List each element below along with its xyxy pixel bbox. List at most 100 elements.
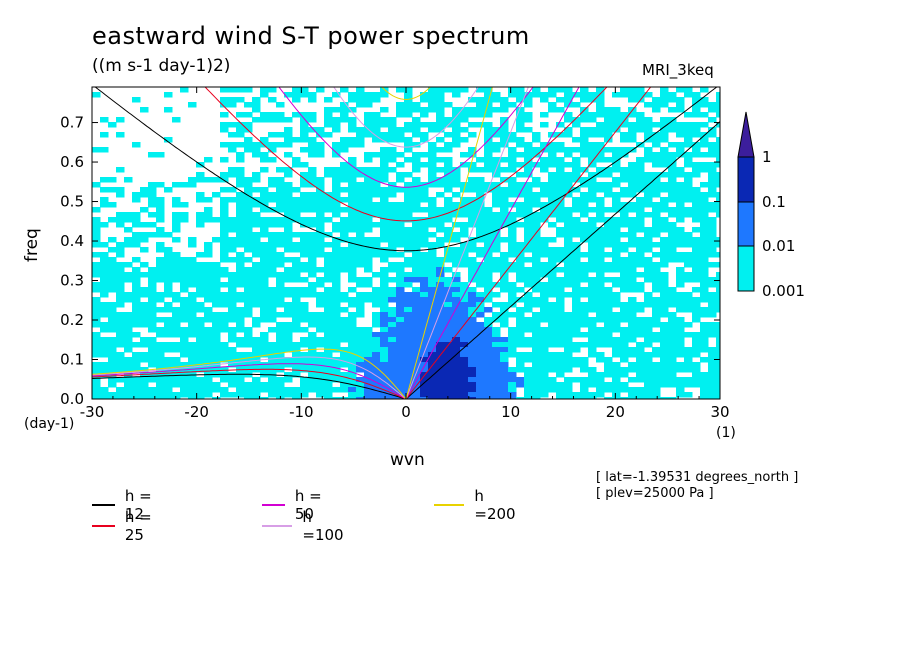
- heatmap-cell: [204, 282, 213, 288]
- heatmap-cell: [460, 367, 469, 373]
- heatmap-cell: [708, 327, 717, 333]
- heatmap-cell: [404, 247, 413, 253]
- heatmap-cell: [308, 272, 317, 278]
- heatmap-cell: [420, 387, 429, 393]
- heatmap-cell: [436, 397, 445, 399]
- heatmap-cell: [484, 322, 493, 328]
- heatmap-cell: [508, 337, 517, 343]
- heatmap-cell: [372, 382, 381, 388]
- heatmap-cell: [340, 137, 349, 143]
- heatmap-cell: [572, 167, 581, 173]
- heatmap-cell: [588, 92, 597, 98]
- heatmap-cell: [292, 392, 301, 398]
- heatmap-cell: [660, 132, 669, 138]
- heatmap-cell: [500, 177, 509, 183]
- heatmap-cell: [524, 227, 533, 233]
- heatmap-cell: [116, 222, 125, 228]
- heatmap-cell: [108, 282, 117, 288]
- heatmap-cell: [92, 387, 101, 393]
- heatmap-cell: [124, 242, 133, 248]
- heatmap-cell: [412, 202, 421, 208]
- colorbar-label: 0.001: [762, 282, 805, 300]
- heatmap-cell: [708, 307, 717, 313]
- heatmap-cell: [660, 122, 669, 128]
- heatmap-cell: [324, 317, 333, 323]
- heatmap-cell: [132, 297, 141, 303]
- heatmap-cell: [436, 347, 445, 353]
- y-tick-label: 0.6: [60, 153, 84, 171]
- heatmap-cell: [564, 102, 573, 108]
- heatmap-cell: [324, 132, 333, 138]
- heatmap-cell: [324, 117, 333, 123]
- heatmap-cell: [388, 377, 397, 383]
- heatmap-cell: [580, 152, 589, 158]
- heatmap-cell: [268, 197, 277, 203]
- heatmap-cell: [364, 277, 373, 283]
- heatmap-cell: [652, 207, 661, 213]
- heatmap-cell: [564, 387, 573, 393]
- heatmap-cell: [548, 342, 557, 348]
- heatmap-cell: [252, 287, 261, 293]
- heatmap-cell: [468, 242, 477, 248]
- heatmap-cell: [588, 182, 597, 188]
- heatmap-cell: [308, 237, 317, 243]
- heatmap-cell: [476, 197, 485, 203]
- heatmap-cell: [596, 127, 605, 133]
- heatmap-cell: [308, 287, 317, 293]
- heatmap-cell: [652, 262, 661, 268]
- heatmap-cell: [172, 367, 181, 373]
- heatmap-cell: [172, 372, 181, 378]
- heatmap-cell: [636, 392, 645, 398]
- heatmap-cell: [252, 297, 261, 303]
- heatmap-cell: [276, 352, 285, 358]
- heatmap-cell: [596, 182, 605, 188]
- heatmap-cell: [308, 202, 317, 208]
- heatmap-cell: [140, 392, 149, 398]
- heatmap-cell: [692, 272, 701, 278]
- heatmap-cell: [460, 352, 469, 358]
- heatmap-cell: [596, 92, 605, 98]
- heatmap-cell: [428, 152, 437, 158]
- heatmap-cell: [124, 237, 133, 243]
- heatmap-cell: [684, 297, 693, 303]
- heatmap-cell: [476, 332, 485, 338]
- heatmap-cell: [252, 282, 261, 288]
- heatmap-cell: [188, 342, 197, 348]
- heatmap-cell: [548, 332, 557, 338]
- heatmap-cell: [476, 342, 485, 348]
- heatmap-cell: [620, 302, 629, 308]
- heatmap-cell: [668, 347, 677, 353]
- heatmap-cell: [492, 342, 501, 348]
- heatmap-cell: [148, 152, 157, 158]
- heatmap-cell: [652, 132, 661, 138]
- heatmap-cell: [372, 352, 381, 358]
- heatmap-cell: [116, 287, 125, 293]
- heatmap-cell: [668, 227, 677, 233]
- heatmap-cell: [340, 107, 349, 113]
- heatmap-cell: [396, 357, 405, 363]
- heatmap-cell: [556, 292, 565, 298]
- heatmap-cell: [268, 377, 277, 383]
- heatmap-cell: [476, 362, 485, 368]
- heatmap-cell: [316, 192, 325, 198]
- heatmap-cell: [676, 127, 685, 133]
- heatmap-cell: [372, 252, 381, 258]
- heatmap-cell: [316, 362, 325, 368]
- heatmap-cell: [652, 317, 661, 323]
- heatmap-cell: [708, 387, 717, 393]
- heatmap-cell: [556, 337, 565, 343]
- heatmap-cell: [204, 212, 213, 218]
- heatmap-cell: [252, 392, 261, 398]
- heatmap-cell: [436, 392, 445, 398]
- heatmap-cell: [380, 157, 389, 163]
- heatmap-cell: [668, 92, 677, 98]
- heatmap-cell: [684, 197, 693, 203]
- heatmap-cell: [108, 217, 117, 223]
- heatmap-cell: [548, 102, 557, 108]
- heatmap-cell: [300, 392, 309, 398]
- heatmap-cell: [684, 152, 693, 158]
- heatmap-cell: [308, 152, 317, 158]
- heatmap-cell: [92, 367, 101, 373]
- heatmap-cell: [92, 222, 101, 228]
- heatmap-cell: [132, 217, 141, 223]
